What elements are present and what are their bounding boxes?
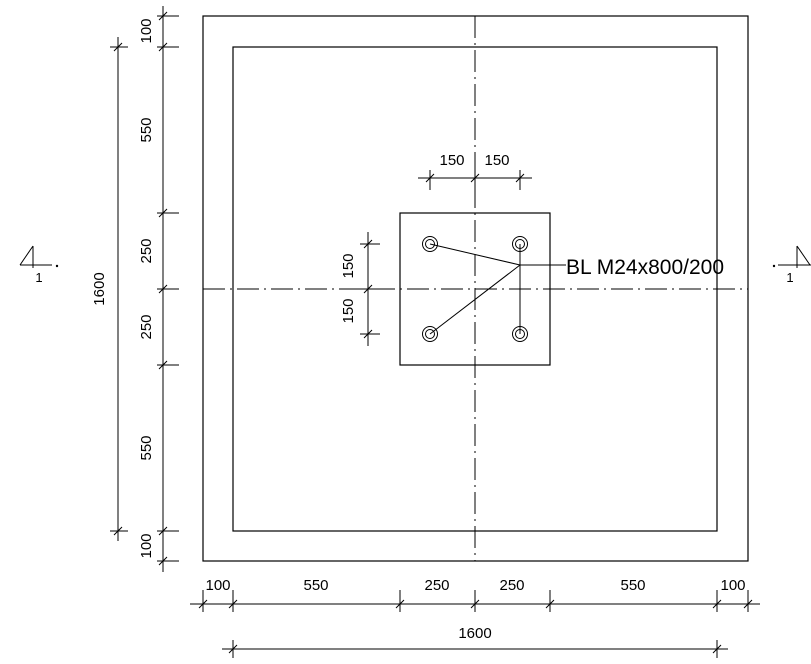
bottom-total-dimension (222, 640, 728, 658)
anchor-bolts (422, 236, 528, 342)
bolt-spacing-x-dimension (418, 170, 532, 190)
anchor-bolt-top-left (422, 236, 438, 252)
section-marker-right-label: 1 (786, 270, 793, 285)
section-marker-left-label: 1 (35, 270, 42, 285)
section-marker-right (772, 245, 811, 268)
left-dim-3: 250 (138, 238, 155, 263)
bolt-leader-lines (429, 243, 566, 335)
base-plate (399, 212, 551, 366)
bolt-spacing-y-1: 150 (340, 253, 357, 278)
left-dim-5: 550 (138, 435, 155, 460)
bolt-spacing-y-dimension (360, 232, 380, 346)
left-dim-2: 550 (138, 117, 155, 142)
left-dim-6: 100 (138, 533, 155, 558)
bottom-dim-3: 250 (424, 577, 449, 594)
anchor-bolt-bottom-left (422, 326, 438, 342)
bottom-total-label: 1600 (458, 625, 491, 642)
bottom-dimension-chain (190, 590, 760, 612)
left-total-label: 1600 (91, 272, 108, 305)
bolt-spacing-y-2: 150 (340, 298, 357, 323)
bolt-spacing-x-2: 150 (484, 152, 509, 169)
bottom-dim-6: 100 (720, 577, 745, 594)
bolt-callout-label: BL M24x800/200 (566, 256, 724, 279)
bottom-dim-1: 100 (205, 577, 230, 594)
bolt-spacing-x-1: 150 (439, 152, 464, 169)
bottom-dim-4: 250 (499, 577, 524, 594)
bottom-dim-5: 550 (620, 577, 645, 594)
left-total-dimension (110, 37, 128, 541)
left-dim-4: 250 (138, 314, 155, 339)
bottom-dim-2: 550 (303, 577, 328, 594)
left-dim-1: 100 (138, 18, 155, 43)
left-dimension-chain (157, 6, 179, 572)
section-marker-left (19, 245, 59, 268)
